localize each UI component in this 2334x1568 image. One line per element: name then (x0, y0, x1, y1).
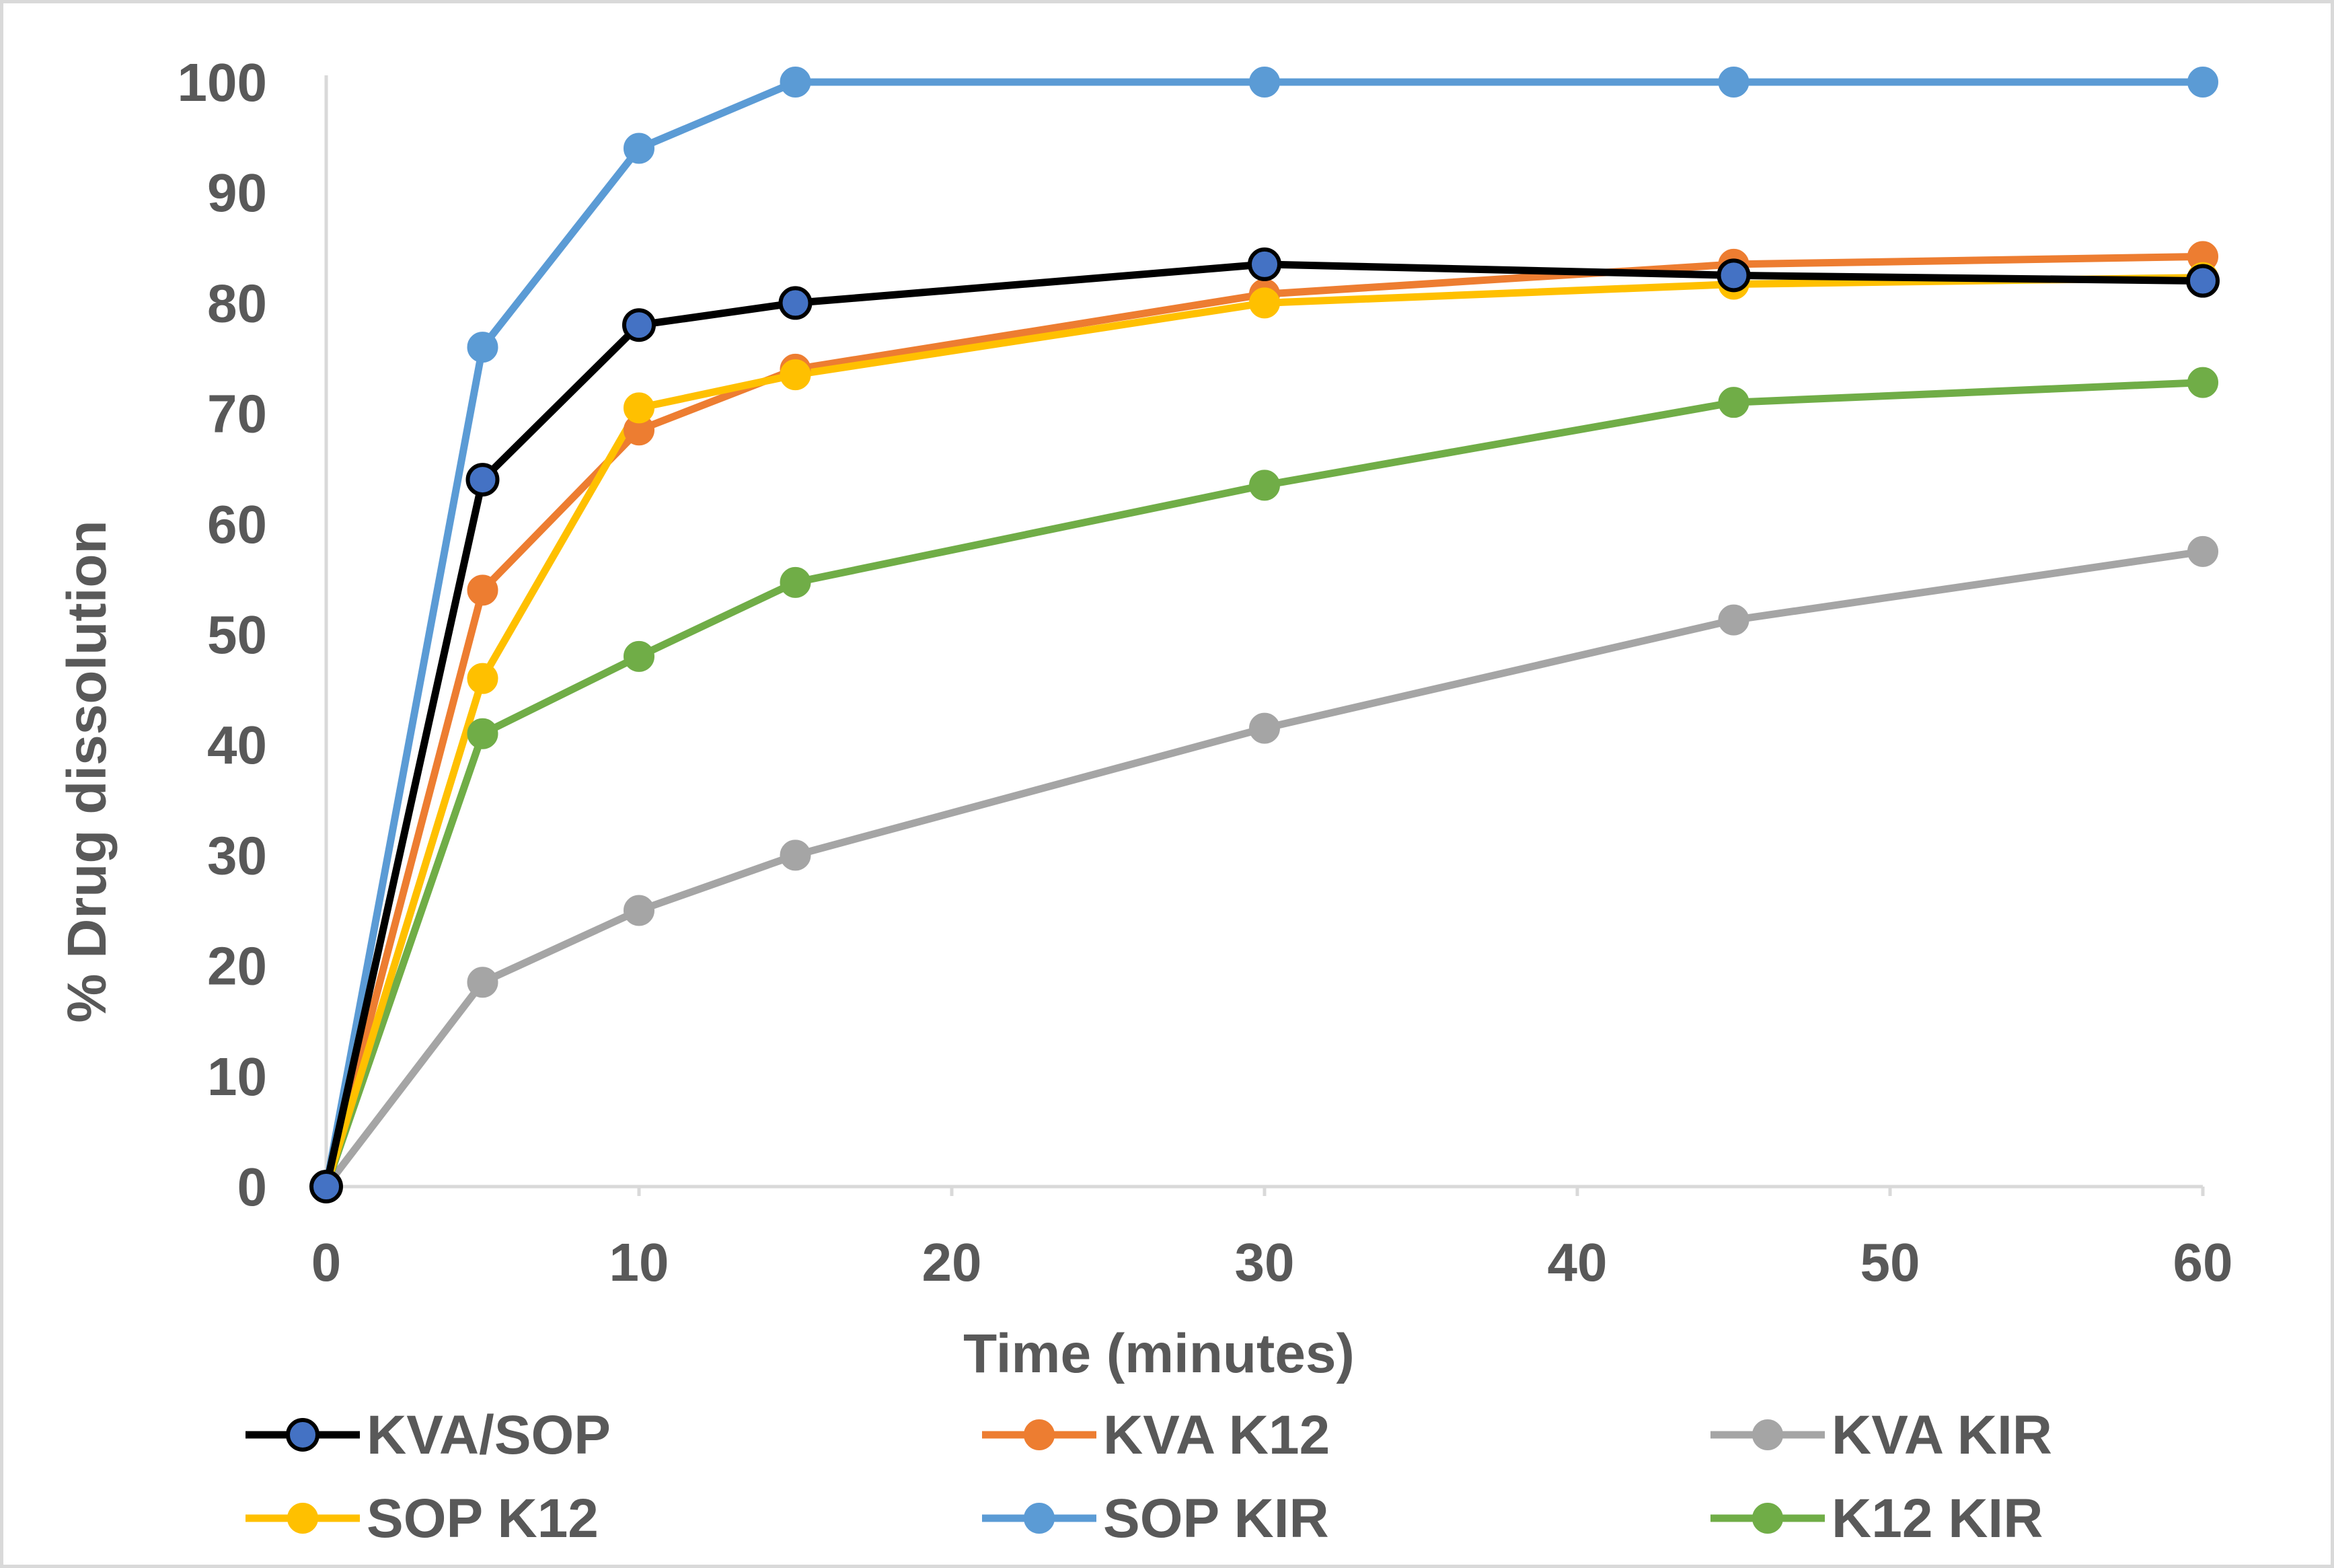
data-point-sop-kir (2187, 67, 2218, 98)
data-point-kva-sop (1717, 258, 1751, 293)
legend-swatch-marker (1024, 1503, 1055, 1534)
y-tick-label: 30 (207, 825, 267, 885)
data-point-kva-sop (465, 463, 500, 497)
data-point-k12-kir (467, 718, 498, 749)
legend-label: SOP K12 (367, 1488, 599, 1549)
legend-item-kva-sop: KVA/SOP (246, 1405, 611, 1466)
data-point-k12-kir (1249, 470, 1280, 501)
y-tick-label: 40 (207, 715, 267, 775)
data-point-sop-kir (1718, 67, 1749, 98)
legend-label: KVA K12 (1103, 1405, 1330, 1466)
legend-swatch-marker (286, 1418, 319, 1452)
y-tick-label: 0 (237, 1157, 268, 1217)
legend-item-sop-k12: SOP K12 (246, 1488, 599, 1549)
legend-item-kva-kir: KVA KIR (1710, 1405, 2052, 1466)
axes: 0 10 20 30 40 50 60 70 80 90 100 0 10 20 30 40 50 60 (178, 52, 2233, 1292)
data-point-k12-kir (624, 640, 654, 672)
legend-swatch-marker (1752, 1503, 1783, 1534)
legend-item-sop-kir: SOP KIR (982, 1488, 1329, 1549)
x-tick-label: 10 (609, 1232, 669, 1292)
data-point-kva-sop (1248, 247, 1281, 281)
data-point-kva-kir (467, 967, 498, 998)
legend-swatch-marker (1752, 1419, 1783, 1450)
x-axis-title: Time (minutes) (963, 1323, 1355, 1384)
series-markers (309, 67, 2220, 1203)
data-point-sop-kir (624, 133, 654, 164)
x-tick-label: 20 (922, 1232, 982, 1292)
y-tick-label: 60 (207, 494, 267, 554)
data-point-kva-kir (1718, 604, 1749, 636)
data-point-sop-k12 (1249, 287, 1280, 319)
series-line-k12-kir (322, 379, 2207, 1191)
legend-label: SOP KIR (1103, 1488, 1329, 1549)
x-tick-label: 60 (2173, 1232, 2233, 1292)
legend-swatch-marker (287, 1503, 318, 1534)
data-point-k12-kir (780, 566, 811, 598)
y-tick-label: 10 (207, 1047, 267, 1107)
data-point-sop-kir (780, 67, 811, 98)
x-tick-label: 0 (311, 1232, 342, 1292)
data-point-kva-sop (309, 1170, 343, 1203)
data-point-kva-k12 (467, 574, 498, 606)
legend-item-kva-k12: KVA K12 (982, 1405, 1330, 1466)
data-point-sop-kir (467, 332, 498, 363)
legend-label: KVA/SOP (367, 1405, 611, 1466)
y-tick-label: 20 (207, 936, 267, 996)
data-point-kva-sop (778, 286, 813, 320)
legend-label: K12 KIR (1832, 1488, 2043, 1549)
data-point-sop-k12 (780, 359, 811, 391)
data-point-kva-kir (780, 839, 811, 871)
y-tick-label: 90 (207, 163, 267, 223)
series-line-kva-kir (322, 548, 2207, 1191)
data-point-kva-kir (1249, 712, 1280, 744)
y-axis-title: % Drug dissolution (57, 520, 118, 1022)
dissolution-line-chart: 0 10 20 30 40 50 60 70 80 90 100 0 10 20 30 40 50 60 Time… (57, 52, 2233, 1549)
data-point-sop-kir (1249, 67, 1280, 98)
y-tick-label: 50 (207, 605, 267, 665)
x-tick-label: 50 (1860, 1232, 1920, 1292)
y-tick-label: 70 (207, 384, 267, 444)
data-point-k12-kir (1718, 387, 1749, 418)
x-tick-label: 30 (1235, 1232, 1295, 1292)
y-tick-label: 80 (207, 273, 267, 333)
y-tick-label: 100 (178, 52, 267, 112)
data-point-kva-kir (624, 895, 654, 926)
data-point-kva-sop (622, 308, 656, 342)
data-point-sop-k12 (467, 663, 498, 694)
legend-label: KVA KIR (1832, 1405, 2052, 1466)
data-point-kva-sop (2186, 264, 2220, 298)
x-tick-label: 40 (1548, 1232, 1608, 1292)
legend: KVA/SOP KVA K12 KVA KIR SOP K12 SOP KIR K12 K… (246, 1405, 2052, 1549)
legend-swatch-marker (1024, 1419, 1055, 1450)
data-point-kva-kir (2187, 535, 2218, 567)
legend-item-k12-kir: K12 KIR (1710, 1488, 2043, 1549)
data-point-k12-kir (2187, 367, 2218, 398)
data-point-sop-k12 (624, 392, 654, 424)
